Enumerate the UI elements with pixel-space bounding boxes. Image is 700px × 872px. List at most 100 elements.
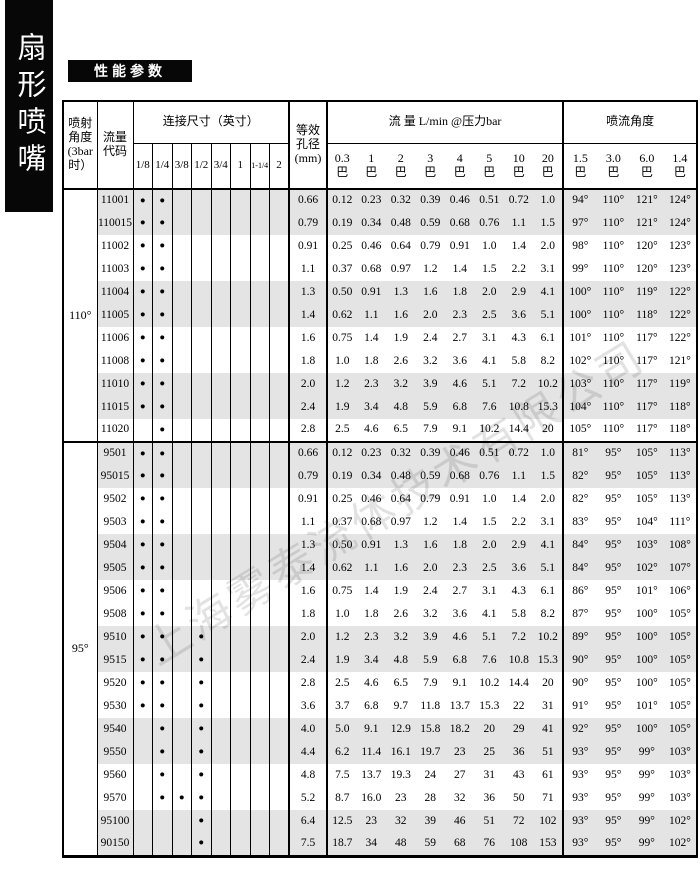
flow-value-cell: 0.91 xyxy=(356,534,387,557)
connection-dot-cell: ● xyxy=(152,396,173,419)
flow-value-cell: 1.3 xyxy=(386,534,416,557)
flow-value-cell: 7.2 xyxy=(504,626,534,649)
aperture-cell: 0.91 xyxy=(288,488,329,511)
flow-value-cell: 0.34 xyxy=(356,212,387,235)
flow-value-cell: 31 xyxy=(542,699,554,712)
flow-value-cell: 9.7 xyxy=(393,699,408,712)
flow-value-cell: 1.4 xyxy=(364,331,379,344)
col-header-aperture: 等效 孔径 (mm) xyxy=(288,101,329,190)
connection-dot-cell xyxy=(191,350,212,373)
aperture-cell: 6.4 xyxy=(288,810,329,833)
spray-angle-value-cell: 110° xyxy=(602,262,625,275)
aperture-cell: 2.0 xyxy=(288,373,329,396)
flow-value-cell: 1.0 xyxy=(533,189,564,212)
spray-angle-value-cell: 110° xyxy=(596,373,631,396)
flow-value-cell: 76 xyxy=(474,833,505,856)
connection-dot-cell xyxy=(171,488,192,511)
aperture-cell: 1.3 xyxy=(288,534,329,557)
flow-code-cell: 9506 xyxy=(96,580,134,603)
connection-dot-cell: ● xyxy=(152,189,173,212)
connection-dot-cell: ● xyxy=(132,465,153,488)
connection-dot-cell xyxy=(269,465,290,488)
spray-angle-value-cell: 95° xyxy=(596,557,631,580)
connection-dot-cell: ● xyxy=(191,718,212,741)
spray-pressure-header: 3.0 巴 xyxy=(596,143,631,190)
flow-value-cell: 39 xyxy=(415,810,446,833)
col-header-spray-angle-3bar: 喷射 角度 (3bar 时） xyxy=(63,101,97,190)
connection-dot-cell: ● xyxy=(152,695,173,718)
connection-dot-cell xyxy=(210,212,231,235)
spray-angle-value-cell: 120° xyxy=(635,239,658,252)
connection-dot-cell xyxy=(230,833,251,856)
spray-angle-value-cell: 117° xyxy=(630,373,664,396)
connection-dot-cell xyxy=(171,350,192,373)
flow-value-cell: 1.2 xyxy=(326,373,357,396)
flow-value-cell: 32 xyxy=(454,791,466,804)
connection-dot-cell: ● xyxy=(132,304,153,327)
flow-code-cell: 9501 xyxy=(96,441,134,465)
connection-dot-cell xyxy=(191,419,212,442)
conn-size-header: 1/4 xyxy=(152,143,173,190)
conn-size-header: 1-1/4 xyxy=(249,143,270,190)
connection-dot-cell xyxy=(269,603,290,626)
connection-dot-cell xyxy=(269,419,290,442)
flow-value-cell: 1.1 xyxy=(504,465,534,488)
connection-dot-cell xyxy=(269,235,290,258)
connection-dot-cell: ● xyxy=(152,304,173,327)
flow-value-cell: 0.32 xyxy=(386,441,416,465)
conn-size-header: 1/8 xyxy=(132,143,153,190)
flow-value-cell: 1.2 xyxy=(423,262,438,275)
flow-value-cell: 4.6 xyxy=(364,676,379,689)
flow-value-cell: 3.6 xyxy=(504,304,534,327)
flow-value-cell: 0.23 xyxy=(356,189,387,212)
connection-dot-cell xyxy=(210,441,231,465)
flow-value-cell: 11.4 xyxy=(356,741,387,764)
flow-value-cell: 0.48 xyxy=(386,465,416,488)
flow-value-cell: 0.19 xyxy=(326,212,357,235)
connection-dot-cell xyxy=(269,488,290,511)
flow-value-cell: 18.2 xyxy=(445,718,475,741)
aperture-cell: 2.0 xyxy=(288,626,329,649)
connection-dot-cell xyxy=(230,327,251,350)
flow-value-cell: 2.7 xyxy=(452,584,467,597)
spray-angle-value-cell: 121° xyxy=(668,354,691,367)
spray-angle-value-cell: 100° xyxy=(630,718,664,741)
connection-dot-cell xyxy=(132,787,153,810)
connection-dot-cell xyxy=(249,741,270,764)
flow-value-cell: 0.50 xyxy=(326,281,357,304)
side-banner: 扇形喷嘴 xyxy=(5,0,53,212)
spray-angle-value-cell: 103° xyxy=(630,534,664,557)
flow-value-cell: 102 xyxy=(533,810,564,833)
connection-dot-cell xyxy=(191,373,212,396)
spray-pressure-header: 1.4 巴 xyxy=(663,143,698,190)
spray-angle-value-cell: 105° xyxy=(668,676,691,689)
connection-dot-cell xyxy=(210,350,231,373)
flow-value-cell: 15.3 xyxy=(533,649,564,672)
connection-dot-cell: ● xyxy=(152,419,173,442)
connection-dot-cell xyxy=(171,304,192,327)
spray-angle-value-cell: 102° xyxy=(663,833,698,856)
connection-dot-cell xyxy=(191,465,212,488)
connection-dot-cell xyxy=(171,557,192,580)
spray-angle-value-cell: 95° xyxy=(605,607,622,620)
connection-dot-cell xyxy=(269,833,290,856)
spray-angle-value-cell: 105° xyxy=(635,492,658,505)
flow-value-cell: 153 xyxy=(533,833,564,856)
flow-value-cell: 8.2 xyxy=(540,354,555,367)
table-row: 9503 ● ● 1.1 0.37 0.68 0.97 1.2 1.4 1.5 2.2 3.1 83° 9… xyxy=(63,511,697,534)
flow-value-cell: 15.3 xyxy=(479,699,500,712)
flow-value-cell: 1.1 xyxy=(504,212,534,235)
table-row: 95015 ● ● 0.79 0.19 0.34 0.48 0.59 0.68 0.76 1.1 1.… xyxy=(63,465,698,488)
connection-dot-cell xyxy=(230,511,251,534)
flow-code-cell: 11004 xyxy=(96,281,134,304)
flow-value-cell: 2.4 xyxy=(423,584,438,597)
spray-angle-value-cell: 95° xyxy=(605,492,622,505)
conn-size-header: 1 xyxy=(230,143,251,190)
flow-value-cell: 1.9 xyxy=(326,649,357,672)
spray-angle-value-cell: 118° xyxy=(630,304,664,327)
spray-angle-value-cell: 118° xyxy=(663,396,698,419)
spray-angle-value-cell: 100° xyxy=(630,649,664,672)
connection-dot-cell xyxy=(249,672,270,695)
flow-value-cell: 0.79 xyxy=(420,239,441,252)
